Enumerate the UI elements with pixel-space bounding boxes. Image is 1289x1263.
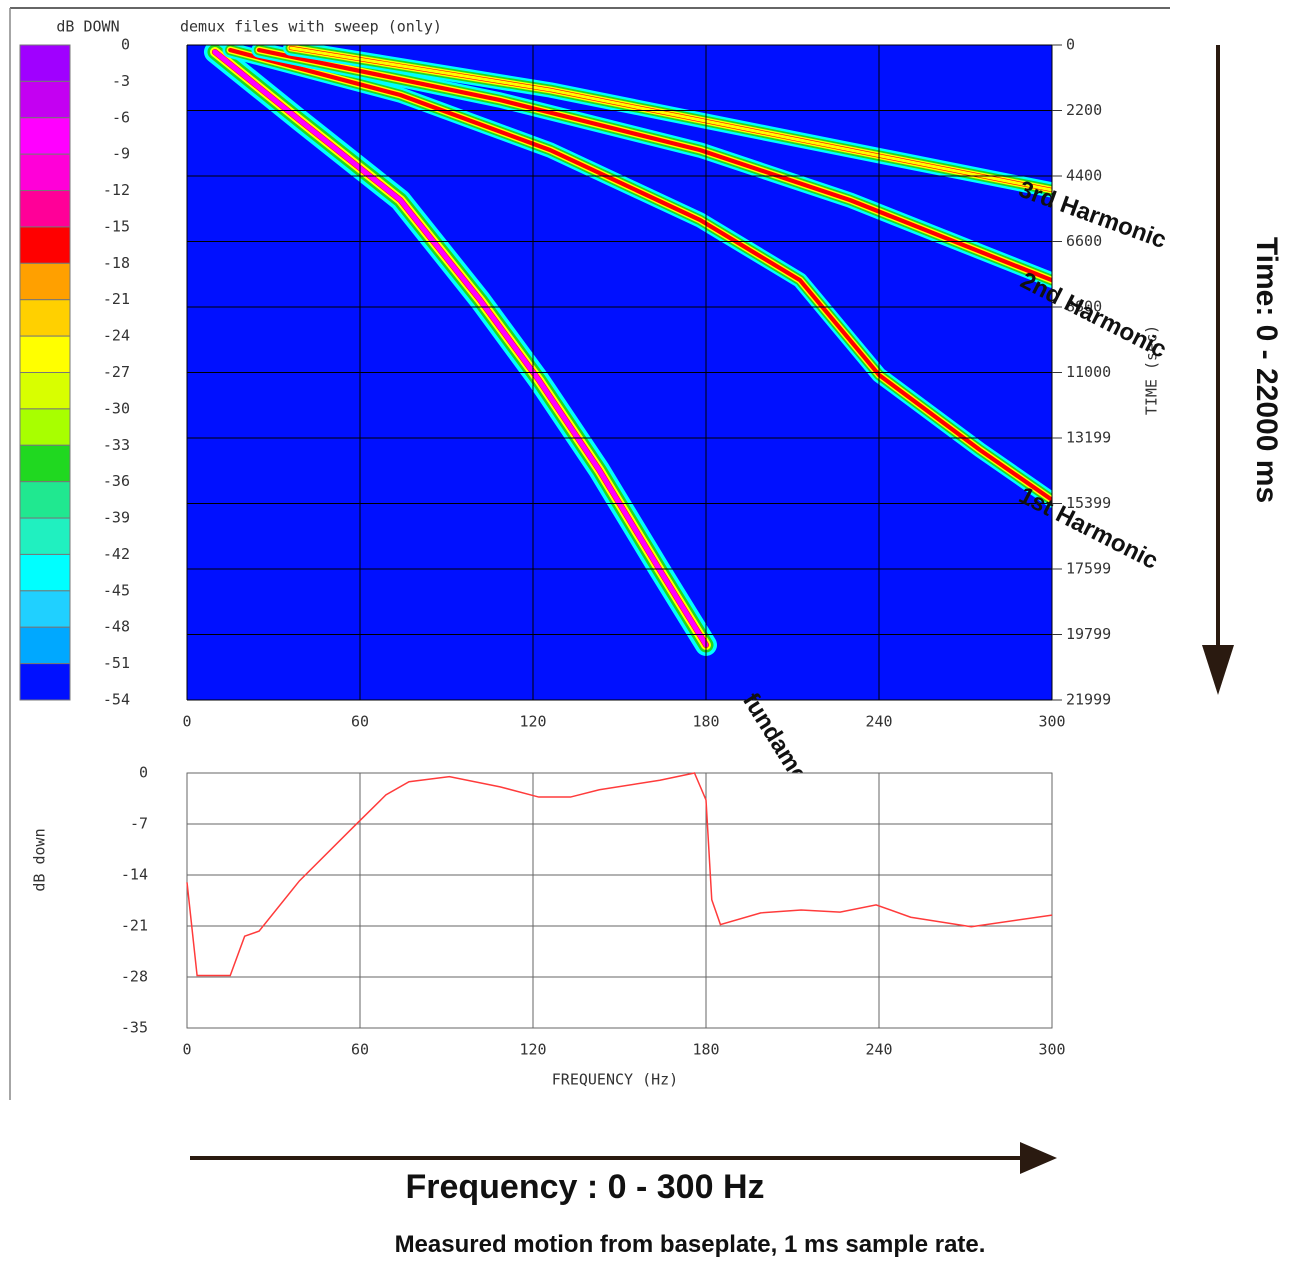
y-tick-label: 15399 (1066, 494, 1111, 512)
colorbar-swatch (19, 44, 71, 82)
colorbar-swatch (19, 408, 71, 446)
x-tick-label: 300 (1038, 713, 1065, 731)
colorbar-tick-label: -9 (112, 145, 130, 163)
colorbar-swatch (19, 626, 71, 665)
colorbar-tick-label: -36 (103, 472, 130, 490)
colorbar-tick-label: -24 (103, 327, 130, 345)
caption: Measured motion from baseplate, 1 ms sam… (395, 1231, 986, 1258)
colorbar-swatch (19, 117, 71, 155)
x-tick-label: 120 (519, 713, 546, 731)
colorbar-swatch (19, 517, 71, 555)
y-tick-label: 8800 (1066, 298, 1102, 316)
colorbar-swatch (19, 372, 71, 410)
x-tick-label: 0 (182, 1041, 191, 1059)
x-tick-label: 300 (1038, 1041, 1065, 1059)
colorbar-tick-label: -33 (103, 436, 130, 454)
ridge (289, 46, 1052, 192)
colorbar-tick-label: -51 (103, 654, 130, 672)
colorbar-tick-label: 0 (121, 36, 130, 54)
colorbar-tick-label: -27 (103, 363, 130, 381)
x-tick-label: 60 (351, 713, 369, 731)
colorbar-swatch (19, 444, 71, 483)
colorbar-tick-label: -12 (103, 181, 130, 199)
y-tick-label: 11000 (1066, 363, 1111, 381)
y-tick-label: -14 (121, 866, 148, 884)
colorbar-swatch (19, 590, 71, 628)
y-tick-label: 0 (139, 764, 148, 782)
ridges (203, 45, 1052, 656)
frequency-axis-label: FREQUENCY (Hz) (552, 1071, 678, 1089)
line (186, 772, 1053, 977)
colorbar-tick-label: -54 (103, 691, 130, 709)
frequency-arrow-label: Frequency : 0 - 300 Hz (405, 1168, 764, 1206)
colorbar-tick-label: -39 (103, 509, 130, 527)
colorbar-tick-label: -45 (103, 581, 130, 599)
colorbar-tick-label: -3 (112, 72, 130, 90)
x-tick-label: 60 (351, 1041, 369, 1059)
colorbar-swatch (19, 190, 71, 228)
colorbar-tick-label: -18 (103, 254, 130, 272)
x-tick-label: 180 (692, 713, 719, 731)
y-tick-label: 19799 (1066, 625, 1111, 643)
y-tick-label: 6600 (1066, 232, 1102, 250)
colorbar-tick-label: -48 (103, 618, 130, 636)
x-tick-label: 240 (865, 1041, 892, 1059)
y-tick-label: 4400 (1066, 167, 1102, 185)
x-tick-label: 240 (865, 713, 892, 731)
spectrogram-title: demux files with sweep (only) (180, 18, 442, 36)
colorbar-swatch (19, 553, 71, 592)
ridge (212, 49, 709, 648)
colorbar-swatch (19, 481, 71, 519)
colorbar-swatch (19, 262, 71, 301)
colorbar-swatch (19, 153, 71, 192)
y-tick-label: -35 (121, 1019, 148, 1037)
db-axis-label: dB down (31, 828, 49, 891)
time-arrow-label: Time: 0 - 22000 ms (1250, 237, 1283, 503)
time-axis-label: TIME (sec) (1143, 325, 1161, 415)
colorbar-tick-label: -6 (112, 108, 130, 126)
colorbar-swatch (19, 335, 71, 374)
colorbar-swatch (19, 299, 71, 337)
colorbar-swatch (19, 226, 71, 264)
colorbar-swatch (19, 80, 71, 119)
x-tick-label: 180 (692, 1041, 719, 1059)
x-tick-label: 120 (519, 1041, 546, 1059)
colorbar-tick-label: -21 (103, 290, 130, 308)
colorbar-tick-label: -30 (103, 399, 130, 417)
y-tick-label: 13199 (1066, 428, 1111, 446)
frequency-arrow-head (1020, 1142, 1057, 1174)
time-arrow-head (1202, 645, 1234, 695)
x-tick-label: 0 (182, 713, 191, 731)
y-tick-label: -21 (121, 917, 148, 935)
y-tick-label: -7 (130, 815, 148, 833)
ridge (257, 48, 1052, 282)
y-tick-label: 17599 (1066, 559, 1111, 577)
y-tick-label: 21999 (1066, 691, 1111, 709)
colorbar-tick-label: -42 (103, 545, 130, 563)
y-tick-label: 2200 (1066, 101, 1102, 119)
colorbar-swatch (19, 663, 71, 701)
y-tick-label: 0 (1066, 36, 1075, 54)
ridge (228, 48, 1052, 502)
plot-area (186, 772, 1053, 1029)
y-tick-label: -28 (121, 968, 148, 986)
colorbar-title: dB DOWN (56, 18, 119, 36)
colorbar-tick-label: -15 (103, 217, 130, 235)
